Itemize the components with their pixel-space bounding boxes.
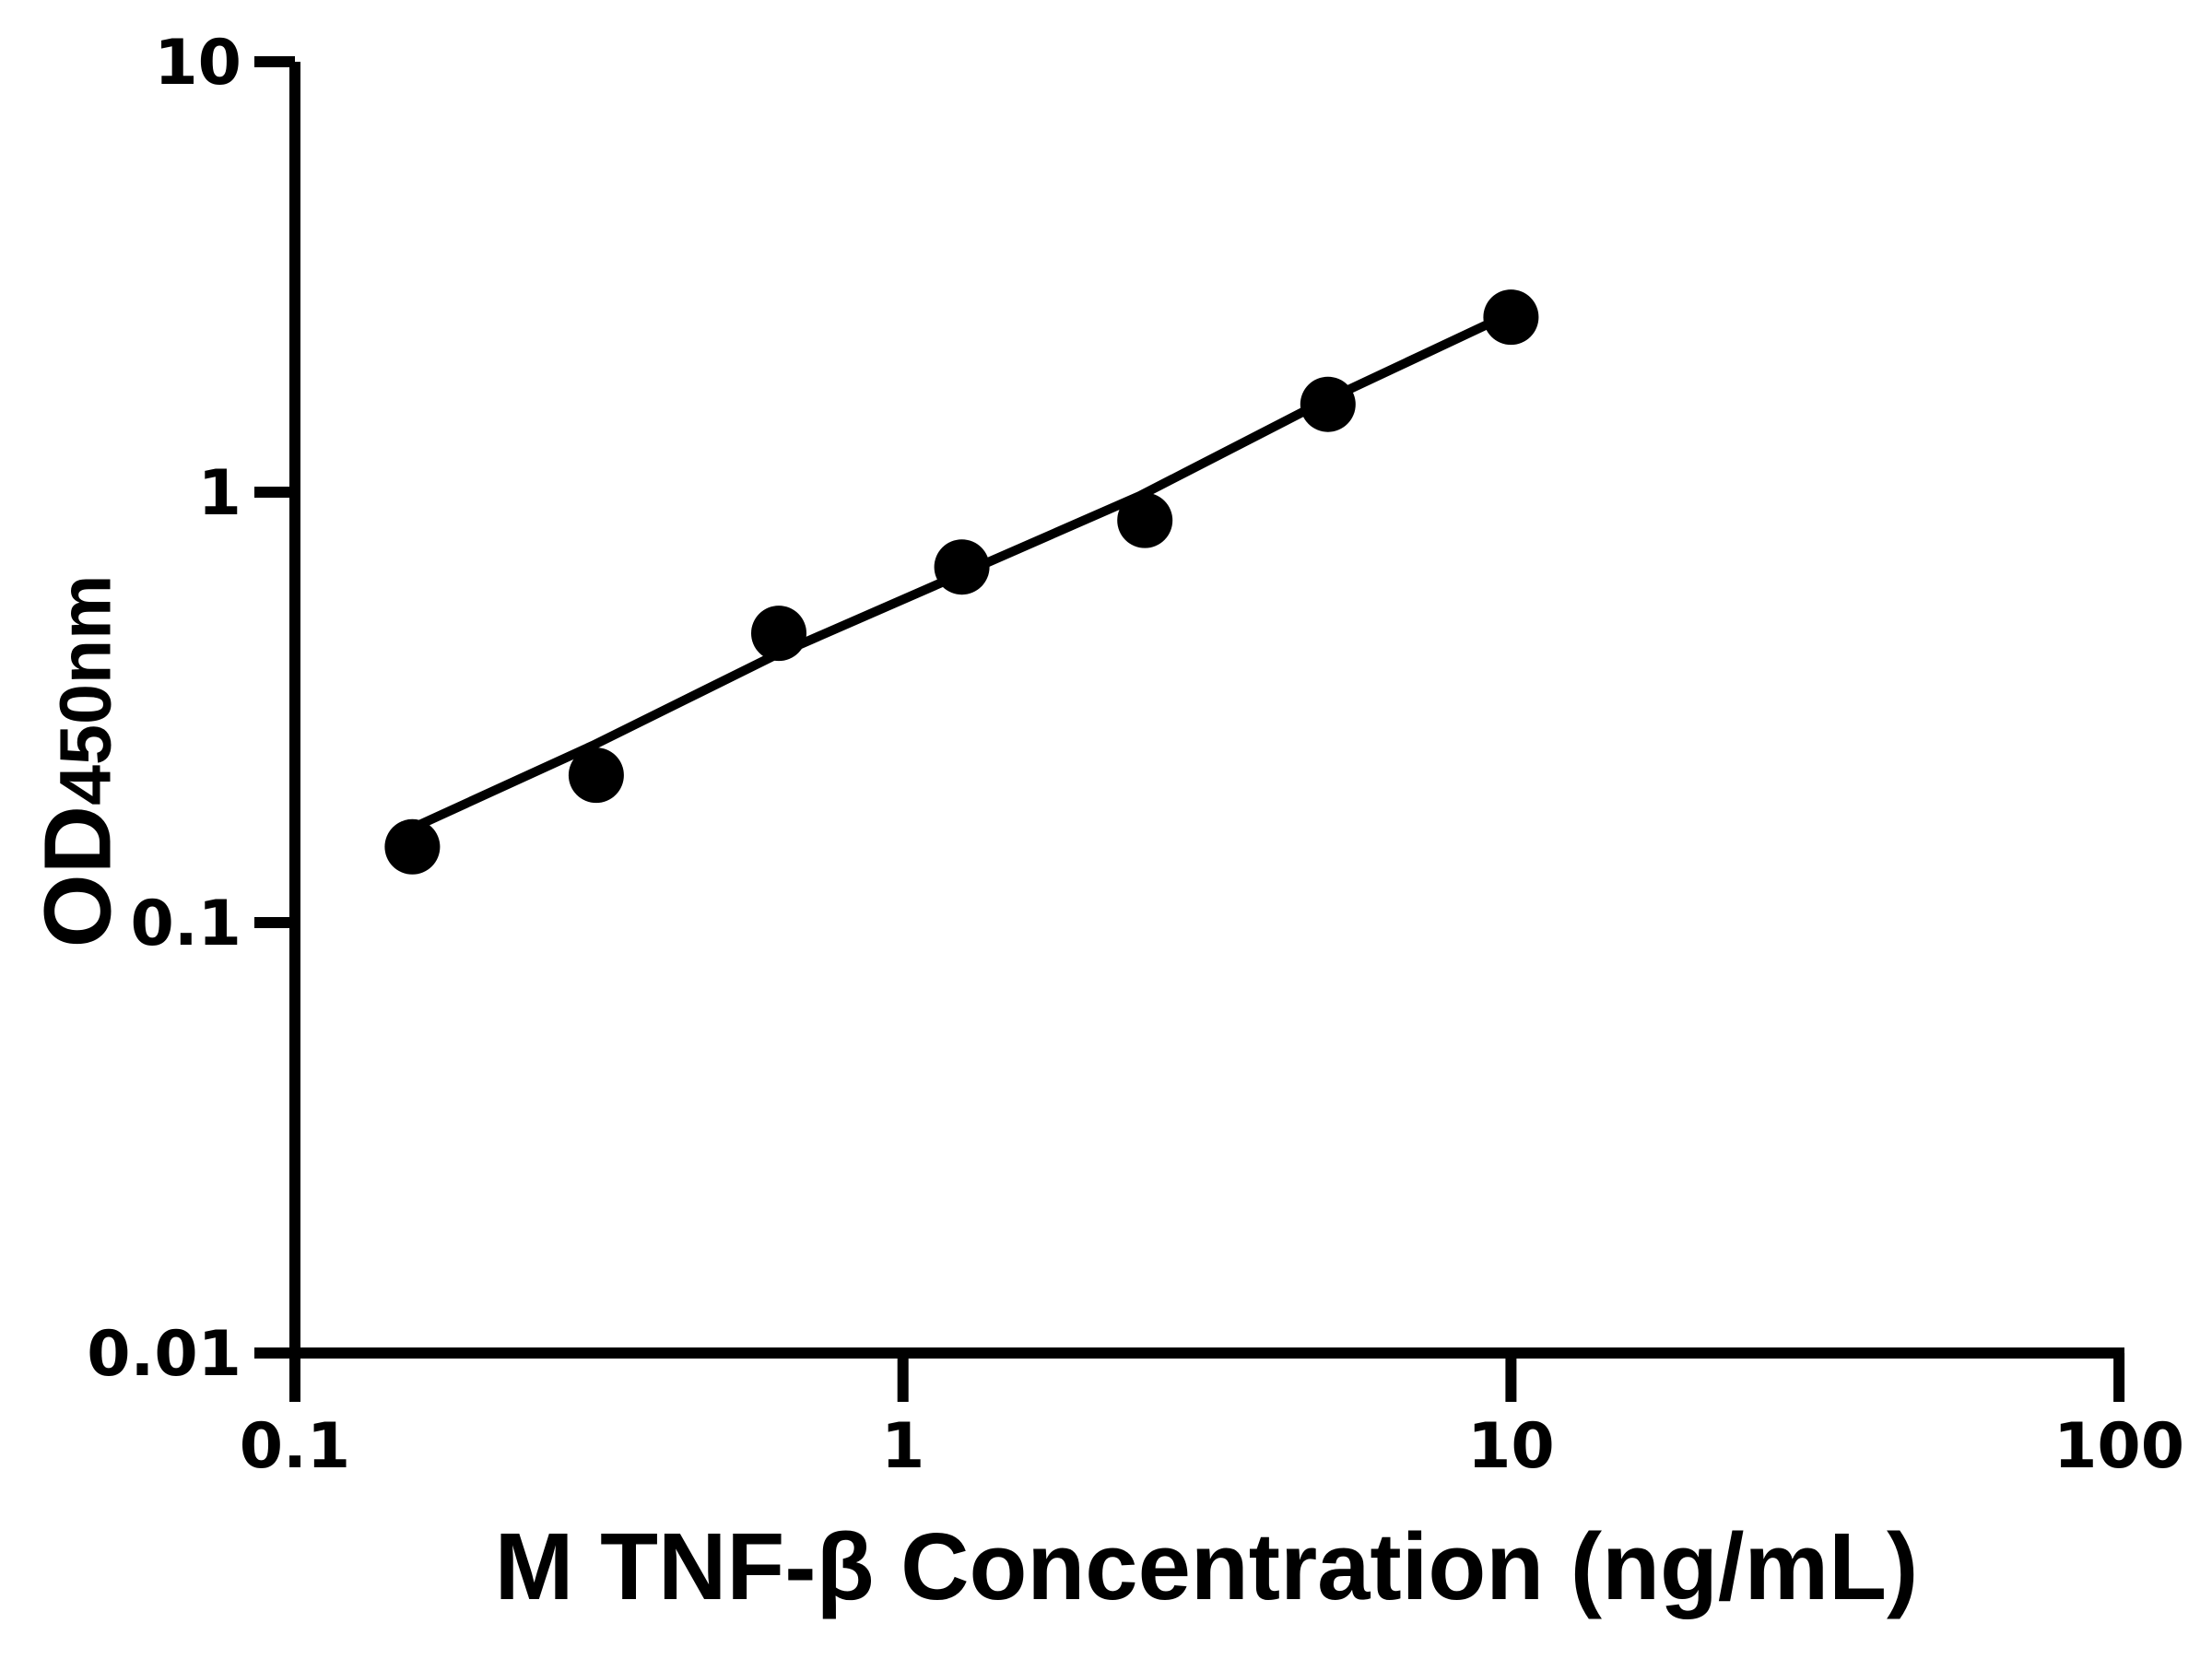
x-tick-label: 1 xyxy=(881,1410,925,1483)
y-axis-title: OD450nm xyxy=(25,574,131,948)
data-point-marker xyxy=(1117,492,1173,548)
axis-spines xyxy=(289,62,2124,1359)
axis-ticks xyxy=(254,56,2125,1402)
y-tick-label: 1 xyxy=(197,457,241,531)
data-point-marker xyxy=(1483,289,1539,346)
y-axis-title-main: OD xyxy=(24,805,131,948)
y-tick-label: 10 xyxy=(154,27,241,100)
data-point-marker xyxy=(934,539,990,595)
x-tick-label: 100 xyxy=(2053,1410,2185,1483)
data-point-marker xyxy=(1300,376,1356,432)
y-tick-label: 0.1 xyxy=(130,888,241,961)
data-point-marker xyxy=(384,818,441,875)
data-point-marker xyxy=(568,747,624,804)
y-axis-title-subscript: 450nm xyxy=(43,574,126,806)
data-point-marker xyxy=(751,606,806,662)
x-axis-title: M TNF-β Concentration (ng/mL) xyxy=(494,1513,1919,1619)
x-tick-label: 10 xyxy=(1467,1410,1555,1483)
x-tick-label: 0.1 xyxy=(239,1410,351,1483)
y-tick-label: 0.01 xyxy=(87,1318,241,1392)
